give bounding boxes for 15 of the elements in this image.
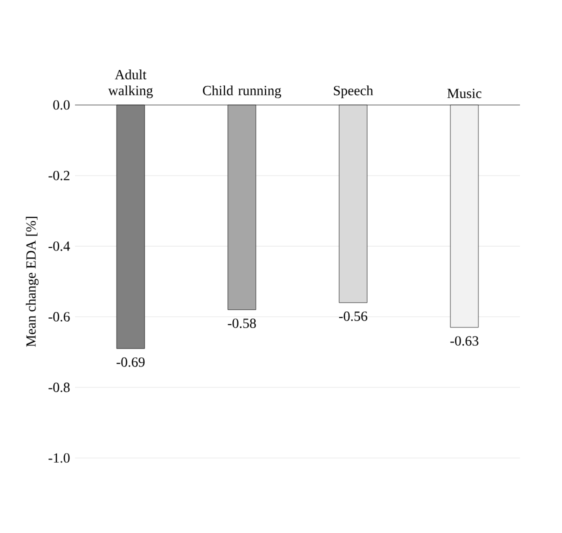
y-tick-label: -0.8 (48, 382, 70, 392)
data-label: -0.56 (339, 312, 368, 322)
data-label: -0.63 (450, 336, 478, 346)
y-axis-title: Mean change EDA [%] (26, 216, 39, 347)
y-tick-label: -0.4 (48, 241, 70, 251)
y-tick-label: -0.6 (48, 312, 70, 322)
x-tick-label: Adult walking (108, 70, 153, 98)
y-tick-label: -0.2 (48, 170, 70, 180)
x-tick-label: Child running (202, 85, 282, 98)
y-tick-label: -1.0 (48, 453, 70, 463)
data-label: -0.69 (116, 357, 145, 367)
x-tick-label: Speech (334, 85, 374, 98)
x-tick-label: Music (447, 88, 482, 98)
data-label: -0.58 (228, 318, 256, 328)
y-tick-label: 0.0 (53, 100, 70, 110)
